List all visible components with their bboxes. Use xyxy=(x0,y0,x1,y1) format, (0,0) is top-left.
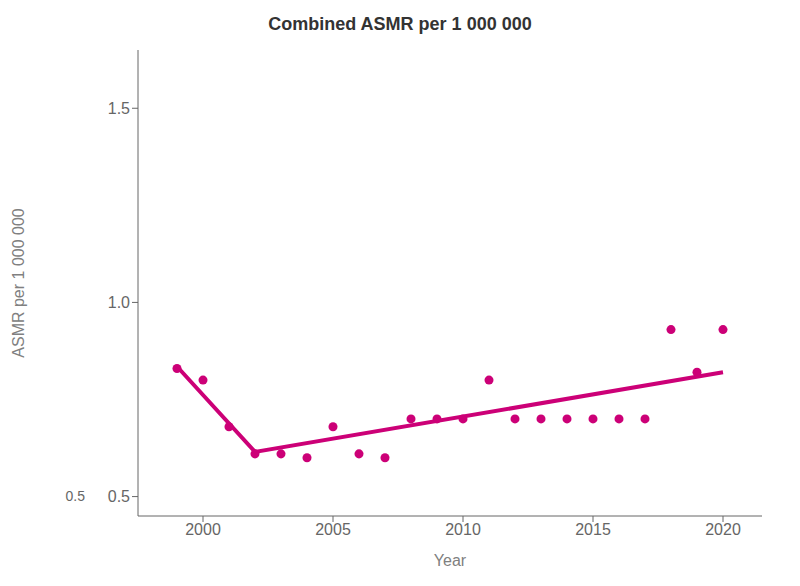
svg-text:2015: 2015 xyxy=(575,521,611,538)
html-text:Combined ASMR per 1 000 000: Combined ASMR per 1 000 000 xyxy=(268,14,532,34)
svg-text:0.5: 0.5 xyxy=(66,488,86,504)
svg-text:Year: Year xyxy=(434,552,467,569)
svg-text:2010: 2010 xyxy=(445,521,481,538)
svg-text:0.5: 0.5 xyxy=(108,488,130,505)
svg-text:ASMR per 1 000 000: ASMR per 1 000 000 xyxy=(10,208,27,358)
svg-text:1.5: 1.5 xyxy=(108,100,130,117)
svg-text:2005: 2005 xyxy=(315,521,351,538)
svg-text:1.0: 1.0 xyxy=(108,294,130,311)
svg-text:2000: 2000 xyxy=(185,521,221,538)
svg-text:2020: 2020 xyxy=(705,521,741,538)
